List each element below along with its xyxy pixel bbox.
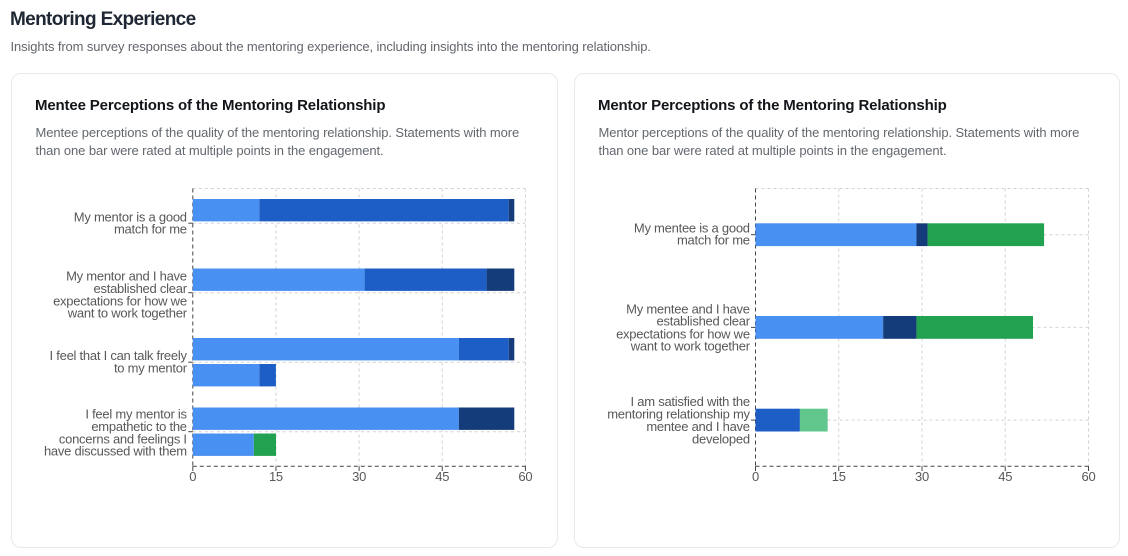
svg-text:mentee and I have: mentee and I have [646,419,749,434]
svg-text:have discussed with them: have discussed with them [44,444,187,459]
svg-text:60: 60 [518,469,532,484]
svg-text:want to work together: want to work together [630,339,751,354]
svg-text:45: 45 [998,469,1012,484]
svg-text:expectations for how we: expectations for how we [53,293,187,308]
svg-text:I am satisfied with the: I am satisfied with the [631,394,750,409]
svg-text:match for me: match for me [114,222,187,237]
svg-text:My mentee is a good: My mentee is a good [634,220,750,235]
svg-text:I feel that I can talk freely: I feel that I can talk freely [50,348,188,363]
svg-text:established clear: established clear [656,314,750,329]
svg-text:to my mentor: to my mentor [114,360,188,375]
svg-text:expectations for how we: expectations for how we [616,326,750,341]
svg-text:15: 15 [269,469,283,484]
svg-text:0: 0 [189,469,196,484]
svg-text:60: 60 [1082,469,1096,484]
svg-text:0: 0 [752,469,759,484]
svg-text:I feel my mentor is: I feel my mentor is [85,407,187,422]
svg-text:concerns and feelings I: concerns and feelings I [59,431,187,446]
svg-text:want to work together: want to work together [67,306,188,321]
svg-text:30: 30 [352,469,366,484]
svg-text:45: 45 [435,469,449,484]
svg-text:30: 30 [915,469,929,484]
svg-text:My mentor is a good: My mentor is a good [74,209,187,224]
svg-text:empathetic to the: empathetic to the [91,419,186,434]
svg-text:developed: developed [692,431,750,446]
svg-text:mentoring relationship my: mentoring relationship my [607,407,750,422]
svg-text:15: 15 [832,469,846,484]
svg-text:match for me: match for me [677,232,750,247]
svg-text:My mentee and I have: My mentee and I have [626,301,750,316]
svg-text:established clear: established clear [93,281,187,296]
svg-text:My mentor and I have: My mentor and I have [66,269,187,284]
